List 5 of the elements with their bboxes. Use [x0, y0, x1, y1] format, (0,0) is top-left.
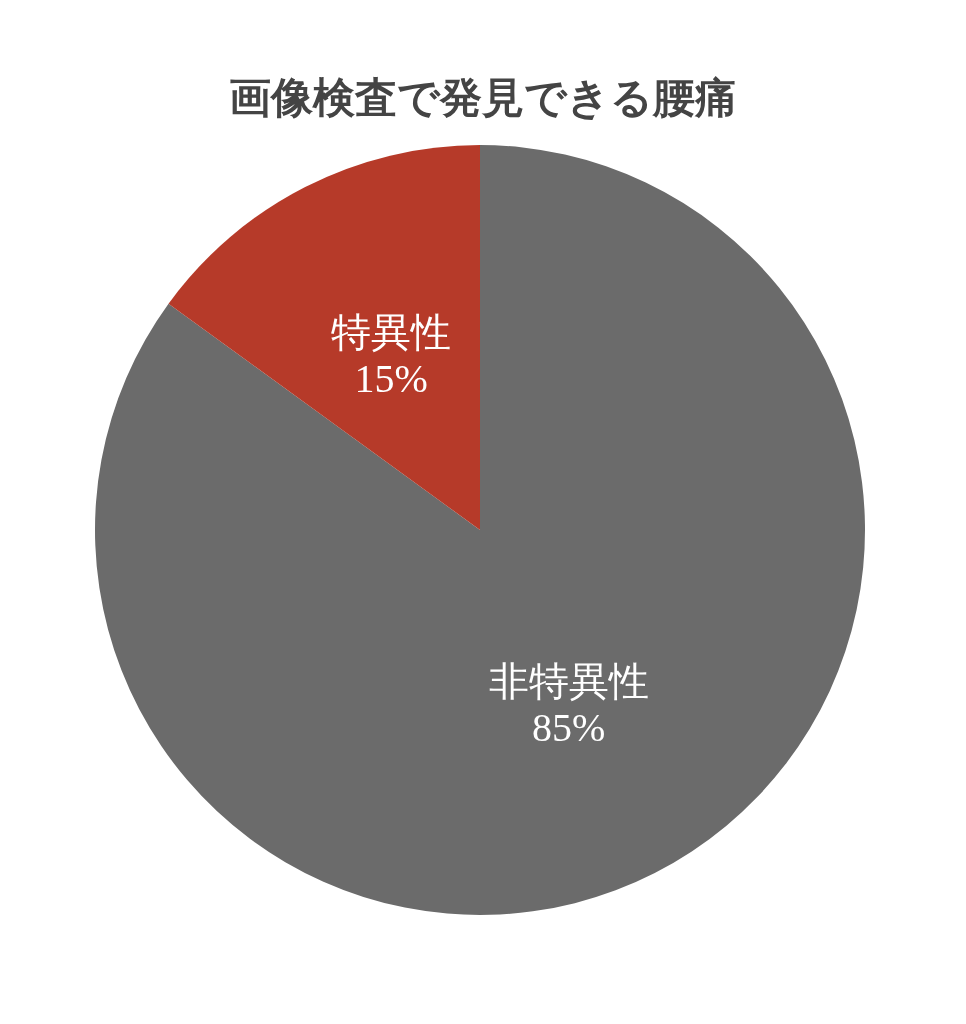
slice-label: 非特異性 [488, 658, 649, 704]
slice-label: 特異性 [331, 310, 452, 356]
data-label: 15% [354, 356, 428, 402]
chart-title: 画像検査で発見できる腰痛 [229, 75, 737, 121]
data-label: 85% [532, 704, 606, 750]
